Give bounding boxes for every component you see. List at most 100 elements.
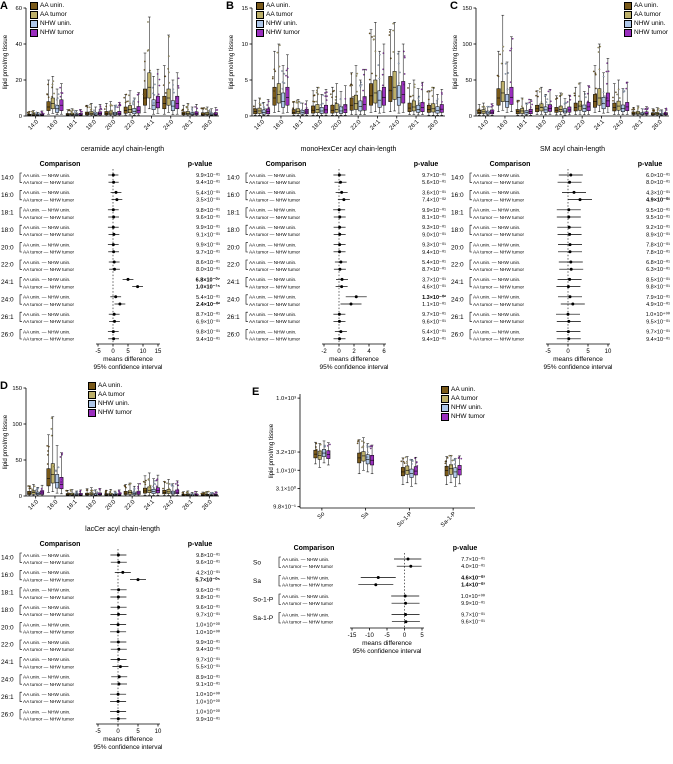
svg-text:AA unin. — NHW unin.: AA unin. — NHW unin. — [473, 208, 520, 213]
svg-text:26:1: 26:1 — [227, 314, 240, 321]
svg-text:AA tumor — NHW tumor: AA tumor — NHW tumor — [23, 319, 74, 324]
svg-text:AA tumor — NHW tumor: AA tumor — NHW tumor — [23, 232, 74, 237]
svg-text:AA tumor — NHW tumor: AA tumor — NHW tumor — [23, 717, 74, 722]
svg-text:AA tumor — NHW tumor: AA tumor — NHW tumor — [249, 302, 300, 307]
svg-text:AA tumor — NHW tumor: AA tumor — NHW tumor — [249, 215, 300, 220]
svg-text:2: 2 — [352, 349, 356, 355]
svg-text:AA tumor — NHW tumor: AA tumor — NHW tumor — [282, 601, 333, 606]
svg-text:18:1: 18:1 — [227, 210, 240, 217]
svg-text:9.9×10⁻⁰¹: 9.9×10⁻⁰¹ — [196, 639, 220, 646]
svg-text:8.7×10⁻⁰¹: 8.7×10⁻⁰¹ — [196, 311, 220, 318]
svg-text:AA unin. — NHW unin.: AA unin. — NHW unin. — [473, 329, 520, 334]
svg-text:24:1: 24:1 — [227, 279, 240, 286]
svg-text:AA unin. — NHW unin.: AA unin. — NHW unin. — [23, 277, 70, 282]
svg-text:AA unin. — NHW unin.: AA unin. — NHW unin. — [249, 190, 296, 195]
svg-text:10: 10 — [140, 349, 147, 355]
svg-text:22:0: 22:0 — [574, 119, 587, 132]
legend-label: NHW tumor — [266, 29, 300, 37]
svg-text:16:0: 16:0 — [1, 572, 14, 579]
svg-text:3.2×10¹: 3.2×10¹ — [276, 450, 296, 456]
svg-text:26:1: 26:1 — [408, 119, 421, 132]
svg-text:0: 0 — [111, 349, 115, 355]
boxplot-sm: 0 50 100 150 lipid pmol/mg tissue 14:0 16:0 18:… — [452, 6, 669, 153]
svg-text:18:0: 18:0 — [1, 607, 14, 614]
svg-text:5: 5 — [420, 633, 424, 639]
svg-text:Comparison: Comparison — [40, 541, 81, 548]
legend-item: AA unin. — [30, 2, 74, 10]
legend-label: AA unin. — [40, 2, 65, 10]
svg-text:AA unin. — NHW unin.: AA unin. — NHW unin. — [249, 242, 296, 247]
svg-text:26:0: 26:0 — [227, 331, 240, 338]
legend-label: AA unin. — [451, 386, 476, 394]
svg-text:9.7×10⁻⁰¹: 9.7×10⁻⁰¹ — [646, 329, 670, 336]
svg-text:7.8×10⁻⁰¹: 7.8×10⁻⁰¹ — [646, 242, 670, 249]
legend-swatch — [30, 11, 38, 19]
svg-text:AA tumor — NHW tumor: AA tumor — NHW tumor — [23, 337, 74, 342]
svg-text:AA tumor — NHW tumor: AA tumor — NHW tumor — [473, 284, 524, 289]
legend-swatch — [441, 395, 450, 403]
svg-text:8.0×10⁻⁰¹: 8.0×10⁻⁰¹ — [646, 179, 670, 186]
svg-text:6: 6 — [382, 349, 386, 355]
panel-b: B AA unin. AA tumor NHW unin. NHW tumor 0 5 1… — [226, 0, 448, 374]
forest-plot-sm: Comparison p-value 14:0 AA unin. — NHW unin… — [451, 161, 671, 371]
svg-text:AA unin. — NHW unin.: AA unin. — NHW unin. — [23, 260, 70, 265]
svg-text:So-1-P: So-1-P — [396, 511, 413, 528]
svg-text:14:0: 14:0 — [254, 119, 267, 132]
svg-text:AA unin. — NHW unin.: AA unin. — NHW unin. — [23, 329, 70, 334]
svg-text:Comparison: Comparison — [266, 161, 307, 168]
legend-item: NHW tumor — [624, 29, 668, 37]
svg-text:18:0: 18:0 — [311, 119, 324, 132]
svg-text:9.8×10⁻⁰¹: 9.8×10⁻⁰¹ — [646, 284, 670, 291]
legend-swatch — [256, 29, 264, 37]
svg-text:7.8×10⁻⁰¹: 7.8×10⁻⁰¹ — [646, 249, 670, 256]
svg-text:8.5×10⁻⁰¹: 8.5×10⁻⁰¹ — [646, 276, 670, 283]
svg-text:AA unin. — NHW unin.: AA unin. — NHW unin. — [249, 329, 296, 334]
svg-text:4.9×10⁻⁰¹: 4.9×10⁻⁰¹ — [646, 301, 670, 308]
legend-swatch — [256, 11, 264, 19]
svg-text:20:0: 20:0 — [1, 244, 14, 251]
svg-text:monoHexCer acyl chain-length: monoHexCer acyl chain-length — [301, 146, 397, 153]
svg-text:9.5×10⁻⁰¹: 9.5×10⁻⁰¹ — [646, 207, 670, 214]
svg-text:4.0×10⁻⁰¹: 4.0×10⁻⁰¹ — [461, 563, 485, 570]
svg-text:AA unin. — NHW unin.: AA unin. — NHW unin. — [23, 675, 70, 680]
svg-text:So: So — [253, 559, 261, 566]
svg-text:1.4×10⁻⁰³: 1.4×10⁻⁰³ — [461, 582, 485, 589]
svg-text:5.4×10⁻⁰¹: 5.4×10⁻⁰¹ — [422, 329, 446, 336]
svg-text:8.7×10⁻⁰¹: 8.7×10⁻⁰¹ — [422, 266, 446, 273]
svg-text:22:0: 22:0 — [350, 119, 363, 132]
svg-text:1.0×10⁻¹⁵: 1.0×10⁻¹⁵ — [196, 284, 221, 291]
svg-text:6.8×10⁻⁰⁷: 6.8×10⁻⁰⁷ — [196, 276, 221, 283]
panel-c: C AA unin. AA tumor NHW unin. NHW tumor 0 50… — [450, 0, 672, 374]
legend-item: AA unin. — [256, 2, 300, 10]
svg-text:8.9×10⁻⁰¹: 8.9×10⁻⁰¹ — [646, 231, 670, 238]
legend-item: NHW unin. — [88, 400, 132, 408]
svg-text:AA unin. — NHW unin.: AA unin. — NHW unin. — [473, 277, 520, 282]
svg-text:AA tumor — NHW tumor: AA tumor — NHW tumor — [23, 612, 74, 617]
svg-text:0: 0 — [245, 114, 248, 120]
svg-text:AA unin. — NHW unin.: AA unin. — NHW unin. — [249, 295, 296, 300]
svg-text:AA tumor — NHW tumor: AA tumor — NHW tumor — [282, 583, 333, 588]
legend-swatch — [88, 391, 96, 399]
svg-text:p-value: p-value — [414, 161, 439, 168]
svg-text:26:1: 26:1 — [1, 314, 14, 321]
forest-plot-sphingoid-bases: Comparison p-value So AA unin. — NHW unin. 7… — [253, 545, 486, 655]
svg-text:AA unin. — NHW unin.: AA unin. — NHW unin. — [249, 260, 296, 265]
svg-text:1.1×10⁻⁰¹: 1.1×10⁻⁰¹ — [422, 301, 446, 308]
svg-text:lipid pmol/mg tissue: lipid pmol/mg tissue — [268, 423, 275, 478]
legend-label: AA tumor — [266, 11, 293, 19]
svg-text:10: 10 — [605, 349, 612, 355]
boxplot-monohexcer: 0 5 10 15 lipid pmol/mg tissue 14:0 16:0 18:1 18… — [228, 6, 445, 153]
svg-text:18:0: 18:0 — [535, 119, 548, 132]
legend: AA unin. AA tumor NHW unin. NHW tumor — [88, 382, 132, 417]
svg-text:AA unin. — NHW unin.: AA unin. — NHW unin. — [473, 173, 520, 178]
panel-letter-b: B — [226, 0, 234, 12]
svg-text:9.5×10⁻⁰¹: 9.5×10⁻⁰¹ — [646, 318, 670, 325]
svg-text:60: 60 — [16, 6, 22, 12]
svg-text:50: 50 — [16, 458, 22, 464]
svg-text:AA unin. — NHW unin.: AA unin. — NHW unin. — [473, 260, 520, 265]
svg-text:40: 40 — [16, 42, 22, 48]
svg-text:0: 0 — [19, 494, 22, 500]
svg-text:9.4×10⁻⁰¹: 9.4×10⁻⁰¹ — [196, 336, 220, 343]
legend: AA unin. AA tumor NHW unin. NHW tumor — [441, 386, 485, 421]
svg-text:18:0: 18:0 — [451, 227, 464, 234]
